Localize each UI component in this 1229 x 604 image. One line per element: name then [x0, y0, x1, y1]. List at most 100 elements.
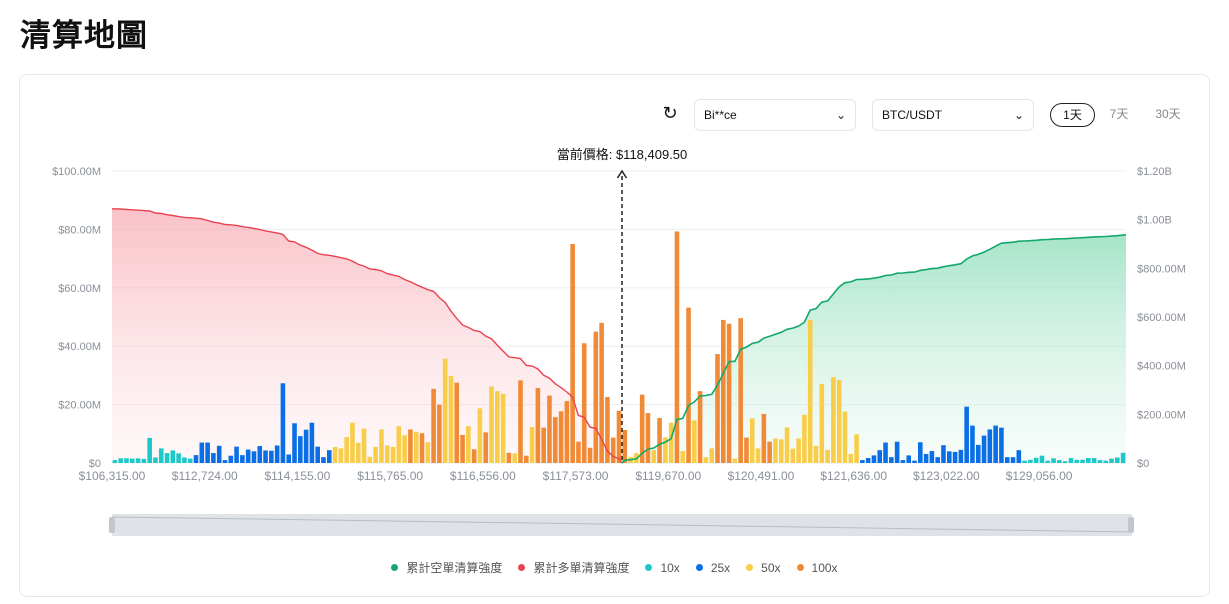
bar-100x[interactable] — [419, 433, 425, 463]
bar-10x[interactable] — [1068, 458, 1074, 463]
bar-50x[interactable] — [448, 375, 454, 463]
pair-select[interactable]: BTC/USDT ⌄ — [872, 99, 1034, 131]
bar-50x[interactable] — [836, 380, 842, 463]
bar-100x[interactable] — [605, 397, 610, 463]
bar-50x[interactable] — [773, 438, 778, 463]
bar-25x[interactable] — [298, 436, 303, 463]
bar-10x[interactable] — [1051, 458, 1056, 463]
bar-10x[interactable] — [1033, 457, 1039, 463]
bar-50x[interactable] — [755, 448, 761, 463]
bar-50x[interactable] — [350, 422, 355, 463]
bar-50x[interactable] — [842, 411, 848, 463]
bar-25x[interactable] — [286, 454, 292, 463]
bar-100x[interactable] — [721, 319, 726, 463]
bar-10x[interactable] — [1022, 460, 1027, 463]
bar-25x[interactable] — [1016, 450, 1022, 463]
exchange-select[interactable]: Bi**ce ⌄ — [694, 99, 856, 131]
bar-25x[interactable] — [222, 460, 228, 463]
bar-25x[interactable] — [912, 460, 917, 463]
bar-100x[interactable] — [541, 427, 546, 463]
range-1d-button[interactable]: 1天 — [1050, 103, 1095, 127]
bar-100x[interactable] — [697, 391, 703, 463]
bar-100x[interactable] — [610, 437, 616, 463]
bar-10x[interactable] — [112, 460, 118, 463]
bar-50x[interactable] — [384, 445, 390, 463]
bar-50x[interactable] — [813, 445, 819, 463]
bar-10x[interactable] — [1120, 452, 1126, 463]
bar-50x[interactable] — [778, 439, 784, 463]
bar-10x[interactable] — [1028, 459, 1033, 463]
bar-10x[interactable] — [170, 450, 176, 463]
bar-10x[interactable] — [1091, 458, 1097, 463]
bar-25x[interactable] — [970, 425, 975, 463]
bar-10x[interactable] — [1115, 457, 1120, 463]
bar-25x[interactable] — [257, 446, 263, 463]
bar-10x[interactable] — [124, 458, 129, 463]
bar-25x[interactable] — [918, 442, 923, 463]
bar-25x[interactable] — [877, 450, 883, 463]
bar-25x[interactable] — [865, 458, 871, 463]
bar-25x[interactable] — [251, 451, 257, 463]
bar-100x[interactable] — [570, 244, 575, 463]
bar-50x[interactable] — [663, 437, 668, 463]
bar-100x[interactable] — [408, 429, 413, 463]
legend-50x[interactable]: 50x — [746, 559, 781, 576]
bar-100x[interactable] — [639, 394, 645, 463]
slider-left-handle[interactable] — [109, 517, 115, 533]
bar-25x[interactable] — [987, 429, 993, 463]
bar-50x[interactable] — [338, 448, 344, 463]
bar-100x[interactable] — [581, 343, 587, 463]
bar-50x[interactable] — [379, 429, 384, 463]
range-7d-button[interactable]: 7天 — [1109, 107, 1129, 121]
bar-25x[interactable] — [883, 442, 888, 463]
bar-25x[interactable] — [935, 457, 940, 463]
range-30d-button[interactable]: 30天 — [1155, 107, 1181, 121]
bar-10x[interactable] — [1074, 459, 1080, 463]
bar-10x[interactable] — [1039, 455, 1045, 463]
bar-25x[interactable] — [240, 455, 245, 463]
bar-100x[interactable] — [587, 447, 593, 463]
bar-25x[interactable] — [999, 427, 1004, 463]
bar-50x[interactable] — [680, 451, 686, 463]
bar-25x[interactable] — [906, 455, 912, 463]
bar-10x[interactable] — [1062, 461, 1068, 463]
bar-50x[interactable] — [749, 418, 755, 463]
bar-25x[interactable] — [205, 442, 210, 463]
bar-10x[interactable] — [1086, 458, 1091, 463]
bar-10x[interactable] — [1109, 458, 1114, 463]
bar-50x[interactable] — [477, 408, 483, 463]
bar-100x[interactable] — [767, 441, 772, 463]
bar-50x[interactable] — [703, 457, 709, 463]
bar-25x[interactable] — [193, 455, 199, 463]
bar-50x[interactable] — [367, 456, 373, 463]
bar-10x[interactable] — [135, 458, 141, 463]
bar-10x[interactable] — [118, 458, 123, 463]
bar-50x[interactable] — [831, 377, 836, 463]
bar-100x[interactable] — [622, 430, 628, 463]
bar-100x[interactable] — [437, 404, 442, 463]
bar-100x[interactable] — [738, 318, 743, 463]
bar-100x[interactable] — [431, 388, 436, 463]
bar-50x[interactable] — [402, 435, 407, 463]
bar-25x[interactable] — [889, 457, 894, 463]
bar-50x[interactable] — [807, 319, 813, 463]
bar-100x[interactable] — [564, 401, 570, 463]
bar-50x[interactable] — [512, 453, 517, 463]
bar-10x[interactable] — [1080, 459, 1085, 463]
slider-track[interactable] — [112, 514, 1132, 536]
bar-25x[interactable] — [860, 460, 865, 463]
bar-25x[interactable] — [269, 450, 274, 463]
legend-25x[interactable]: 25x — [695, 559, 730, 576]
range-slider[interactable] — [109, 514, 1134, 536]
bar-50x[interactable] — [825, 449, 830, 463]
bar-25x[interactable] — [326, 450, 332, 463]
bar-50x[interactable] — [692, 420, 697, 463]
bar-50x[interactable] — [784, 427, 790, 463]
refresh-icon[interactable]: ↻ — [662, 103, 678, 124]
bar-100x[interactable] — [576, 441, 581, 463]
legend-10x[interactable]: 10x — [645, 559, 680, 576]
bar-50x[interactable] — [709, 448, 714, 463]
bar-10x[interactable] — [129, 458, 135, 463]
bar-100x[interactable] — [593, 331, 599, 463]
bar-10x[interactable] — [147, 437, 152, 463]
